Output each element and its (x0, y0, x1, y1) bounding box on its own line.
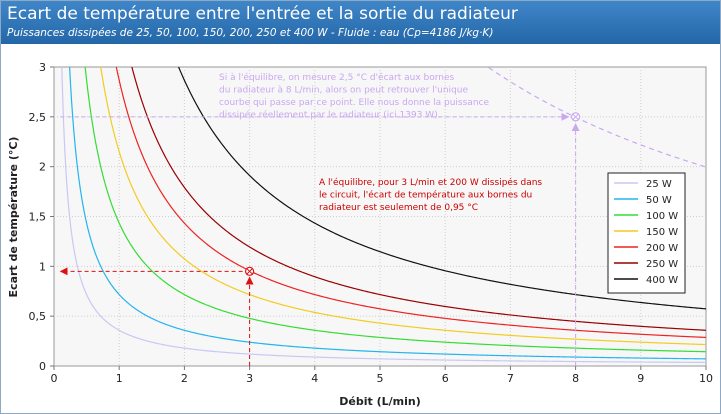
x-tick-label: 9 (637, 372, 644, 385)
y-tick-label: 0 (39, 360, 46, 373)
y-tick-label: 1,5 (29, 211, 47, 224)
series-line-100w (84, 67, 706, 353)
y-tick-label: 2 (39, 161, 46, 174)
annotation-line: du radiateur à 8 L/min, alors on peut re… (219, 86, 468, 96)
y-axis-ticks: 0 0,5 1 1,5 2 2,5 3 (29, 61, 54, 373)
y-tick-label: 0,5 (29, 310, 47, 323)
series-line-1393w (486, 67, 706, 168)
annotation-line: dissipée réellement par le radiateur (ic… (219, 110, 441, 121)
y-tick-label: 1 (39, 260, 46, 273)
annotation-line: le circuit, l'écart de température aux b… (319, 190, 532, 201)
x-tick-label: 2 (181, 372, 188, 385)
series-line-250w (131, 67, 706, 331)
x-tick-label: 4 (311, 372, 318, 385)
x-tick-label: 6 (442, 372, 449, 385)
annotations: Si à l'équilibre, on mesure 2,5 °C d'éca… (219, 72, 542, 213)
legend-label: 200 W (646, 243, 678, 254)
x-axis-label: Débit (L/min) (339, 395, 420, 408)
legend-label: 150 W (646, 227, 678, 238)
legend-label: 25 W (646, 179, 672, 190)
chart-title: Ecart de température entre l'entrée et l… (7, 4, 518, 24)
annotation-line: courbe qui passe par ce point. Elle nous… (219, 98, 489, 108)
chart-subtitle: Puissances dissipées de 25, 50, 100, 150… (7, 27, 494, 39)
legend-label: 250 W (646, 259, 678, 270)
point-marker (245, 266, 255, 276)
series-line-25w (61, 67, 706, 364)
point-marker (570, 112, 581, 122)
y-tick-label: 2,5 (29, 111, 47, 124)
y-axis-label: Ecart de température (°C) (7, 137, 20, 298)
y-tick-label: 3 (39, 61, 46, 74)
legend: 25 W 50 W 100 W 150 W 200 W 250 W 400 W (607, 172, 686, 294)
legend-label: 400 W (646, 275, 678, 286)
x-tick-label: 5 (377, 372, 384, 385)
guide-lines (59, 112, 580, 366)
series-group (61, 67, 706, 364)
legend-label: 50 W (646, 195, 672, 206)
series-line-50w (69, 67, 706, 360)
x-tick-label: 1 (116, 372, 123, 385)
x-axis-ticks: 0 1 2 3 4 5 6 7 8 9 10 (51, 366, 713, 385)
series-line-150w (100, 67, 706, 346)
annotation-line: radiateur est seulement de 0,95 °C (319, 203, 478, 213)
legend-box (607, 172, 686, 294)
chart-header: Ecart de température entre l'entrée et l… (1, 1, 720, 44)
point-markers (245, 112, 581, 276)
x-tick-label: 10 (699, 372, 713, 385)
legend-label: 100 W (646, 211, 678, 222)
x-tick-label: 8 (572, 372, 579, 385)
chart-svg: 0 1 2 3 4 5 6 7 8 9 10 0 0,5 1 1,5 2 2,5 3 Débit (L/min)… (7, 61, 713, 408)
annotation-line: Si à l'équilibre, on mesure 2,5 °C d'éca… (219, 72, 455, 83)
x-tick-label: 7 (507, 372, 514, 385)
series-line-200w (115, 67, 706, 339)
x-tick-label: 0 (51, 372, 58, 385)
x-tick-label: 3 (246, 372, 253, 385)
annotation-line: A l'équilibre, pour 3 L/min et 200 W dis… (319, 177, 542, 188)
series-line-400w (177, 67, 706, 310)
